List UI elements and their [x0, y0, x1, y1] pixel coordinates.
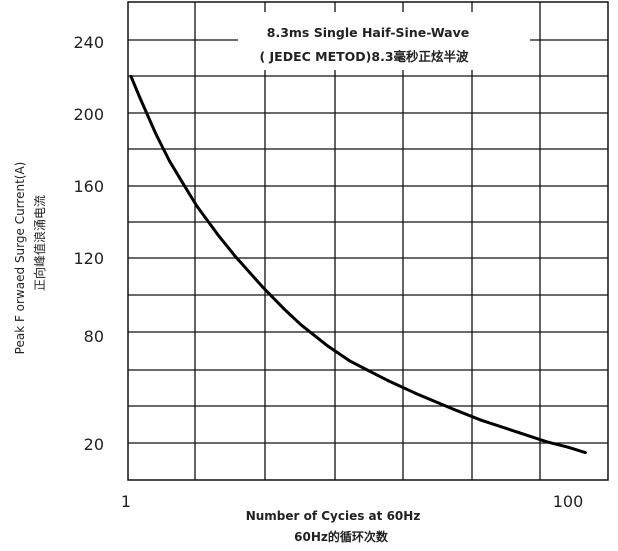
curve-point [348, 359, 351, 363]
plot-frame [127, 1, 609, 481]
curve-point [216, 233, 220, 237]
curve-point [413, 391, 417, 395]
curve-point [195, 204, 199, 208]
chart-grid [128, 2, 608, 480]
x-axis-title-en: Number of Cycies at 60Hz [246, 509, 421, 523]
curve-point [299, 323, 303, 327]
surge-current-curve [129, 74, 587, 455]
curve-point [129, 75, 133, 78]
curve-point [154, 132, 158, 136]
y-tick-label: 200 [73, 105, 104, 124]
y-tick-label: 120 [73, 249, 104, 268]
curve-point [583, 451, 587, 454]
annotation-line-1: 8.3ms Single Haif-Sine-Wave [267, 25, 470, 40]
y-tick-label: 20 [84, 435, 104, 454]
series-group [129, 74, 587, 455]
x-tick-labels: 1 100 [121, 492, 583, 511]
curve-point [479, 418, 483, 422]
curve-point [386, 379, 390, 382]
curve-point [545, 440, 549, 444]
curve-point [452, 408, 456, 411]
y-tick-label: 80 [84, 327, 104, 346]
annotation-background [238, 12, 530, 70]
y-tick-labels: 240 200 160 120 80 20 [73, 33, 104, 454]
curve-point [518, 431, 521, 435]
curve-point [180, 179, 183, 183]
curve-point [233, 255, 237, 258]
y-tick-label: 160 [73, 177, 104, 196]
curve-point [566, 445, 570, 449]
curve-point [282, 307, 286, 310]
curve-point [326, 345, 330, 348]
x-tick-label: 100 [553, 492, 584, 511]
curve-point [261, 285, 264, 289]
curve-point [138, 96, 142, 100]
x-axis-title-zh: 60Hz的循环次数 [294, 529, 389, 544]
y-axis-title-zh: 正向峰值浪涌电流 [32, 195, 47, 291]
annotation-box: 8.3ms Single Haif-Sine-Wave ( JEDEC METO… [238, 12, 530, 70]
x-tick-label: 1 [121, 492, 131, 511]
y-axis-title-en: Peak F orwaed Surge Current(A) [13, 162, 27, 355]
y-tick-label: 240 [73, 33, 104, 52]
annotation-line-2: ( JEDEC METOD)8.3毫秒正炫半波 [259, 49, 469, 64]
curve-point [168, 159, 171, 163]
